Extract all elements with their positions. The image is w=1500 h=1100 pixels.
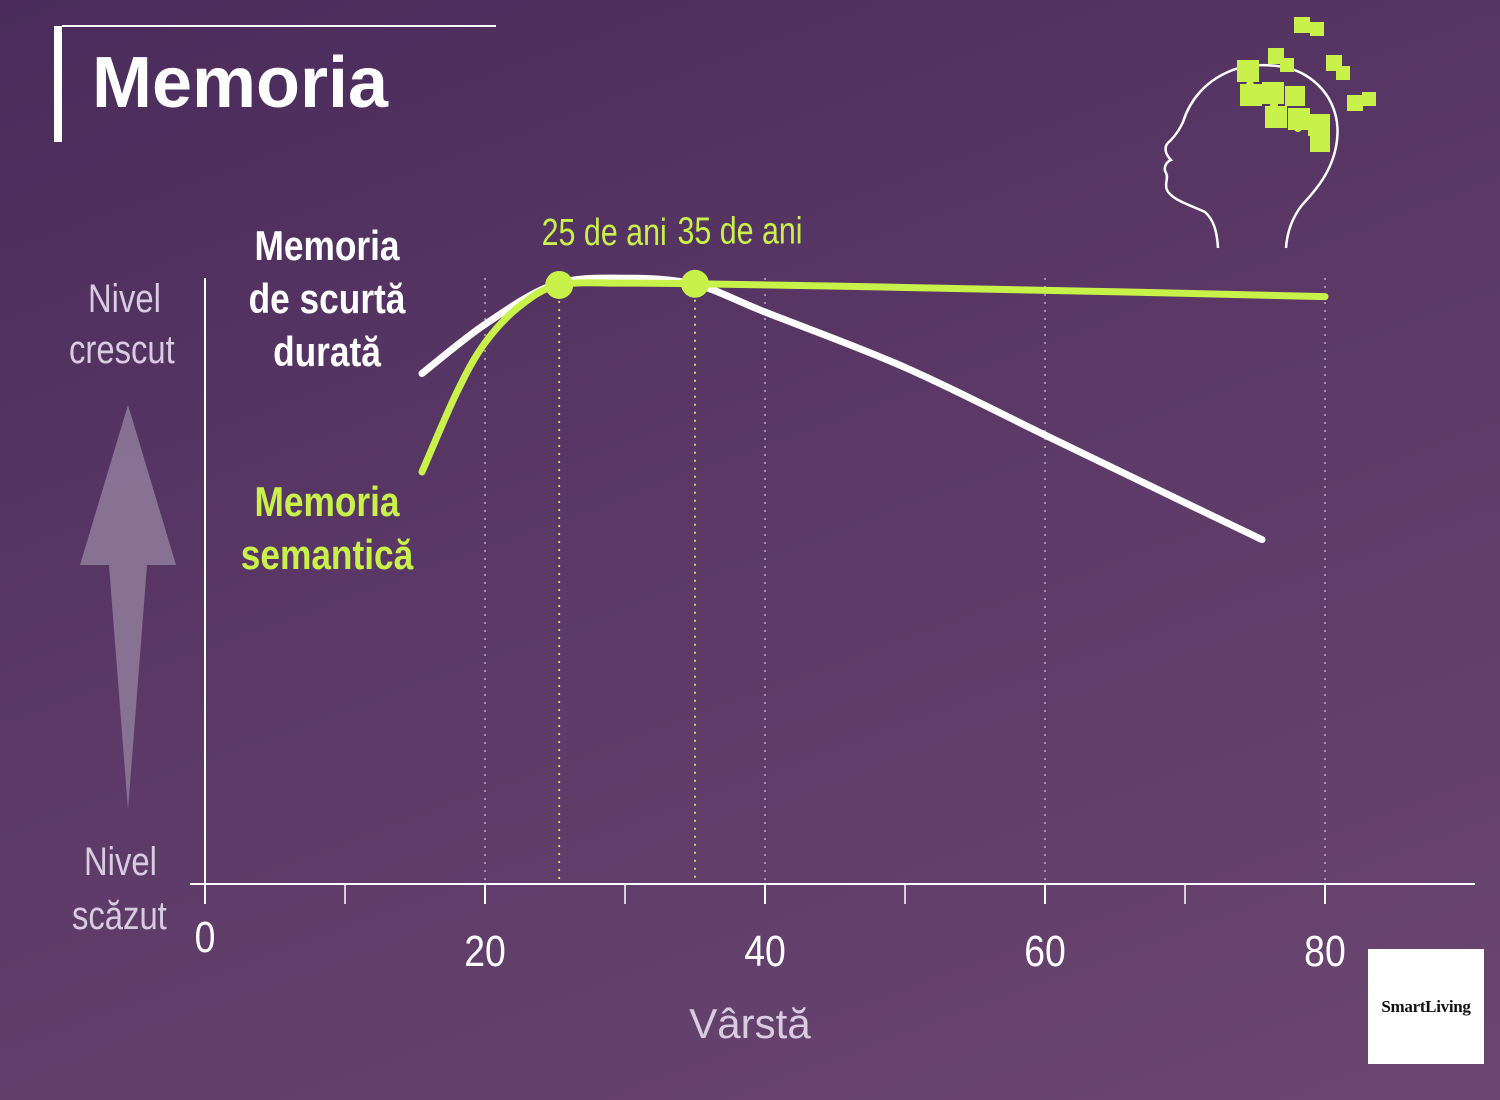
- legend-short-term-line1: Memoria: [254, 222, 400, 269]
- series-semantic-line: [418, 279, 1329, 476]
- title-rule: [62, 25, 496, 27]
- x-tick-label-0: 0: [195, 912, 216, 962]
- x-tick-label-40: 40: [744, 926, 786, 976]
- smartliving-logo: SmartLiving: [1368, 949, 1484, 1064]
- logo-text: SmartLiving: [1381, 996, 1471, 1016]
- y-top-label-line1: Nivel: [88, 277, 161, 321]
- y-top-label: Nivel: [88, 273, 161, 325]
- page-title: Memoria: [92, 43, 389, 123]
- annotation-label-0: 25 de ani: [542, 212, 667, 254]
- x-axis-label: Vârstă: [689, 1000, 811, 1047]
- y-bottom-label: Nivel: [84, 836, 157, 888]
- legend-semantic: Memoria semantică: [239, 475, 415, 581]
- legend-short-term: Memoria de scurtă durată: [243, 219, 411, 378]
- y-top-label-line2: crescut: [69, 328, 175, 372]
- x-tick-label-80: 80: [1304, 926, 1346, 976]
- y-bottom-label-line1: Nivel: [84, 840, 157, 884]
- annotation-marker-1: [681, 269, 709, 298]
- annotation-marker-0: [545, 270, 574, 299]
- legend-semantic-line2: semantică: [240, 531, 414, 578]
- x-tick-label-60: 60: [1024, 926, 1066, 976]
- y-bottom-label-line2: scăzut: [72, 894, 167, 938]
- head-puzzle-icon: [1163, 17, 1376, 249]
- title-bar: [54, 26, 62, 142]
- legend-short-term-line3: durată: [273, 328, 381, 375]
- y-top-label-2: crescut: [69, 324, 175, 376]
- level-arrow-icon: [80, 405, 176, 810]
- annotation-label-1: 35 de ani: [677, 211, 802, 253]
- y-bottom-label-2: scăzut: [72, 890, 167, 942]
- legend-short-term-line2: de scurtă: [248, 275, 406, 322]
- legend-semantic-line1: Memoria: [254, 478, 400, 525]
- series-short-term-line: [418, 274, 1266, 544]
- x-tick-label-20: 20: [464, 926, 506, 976]
